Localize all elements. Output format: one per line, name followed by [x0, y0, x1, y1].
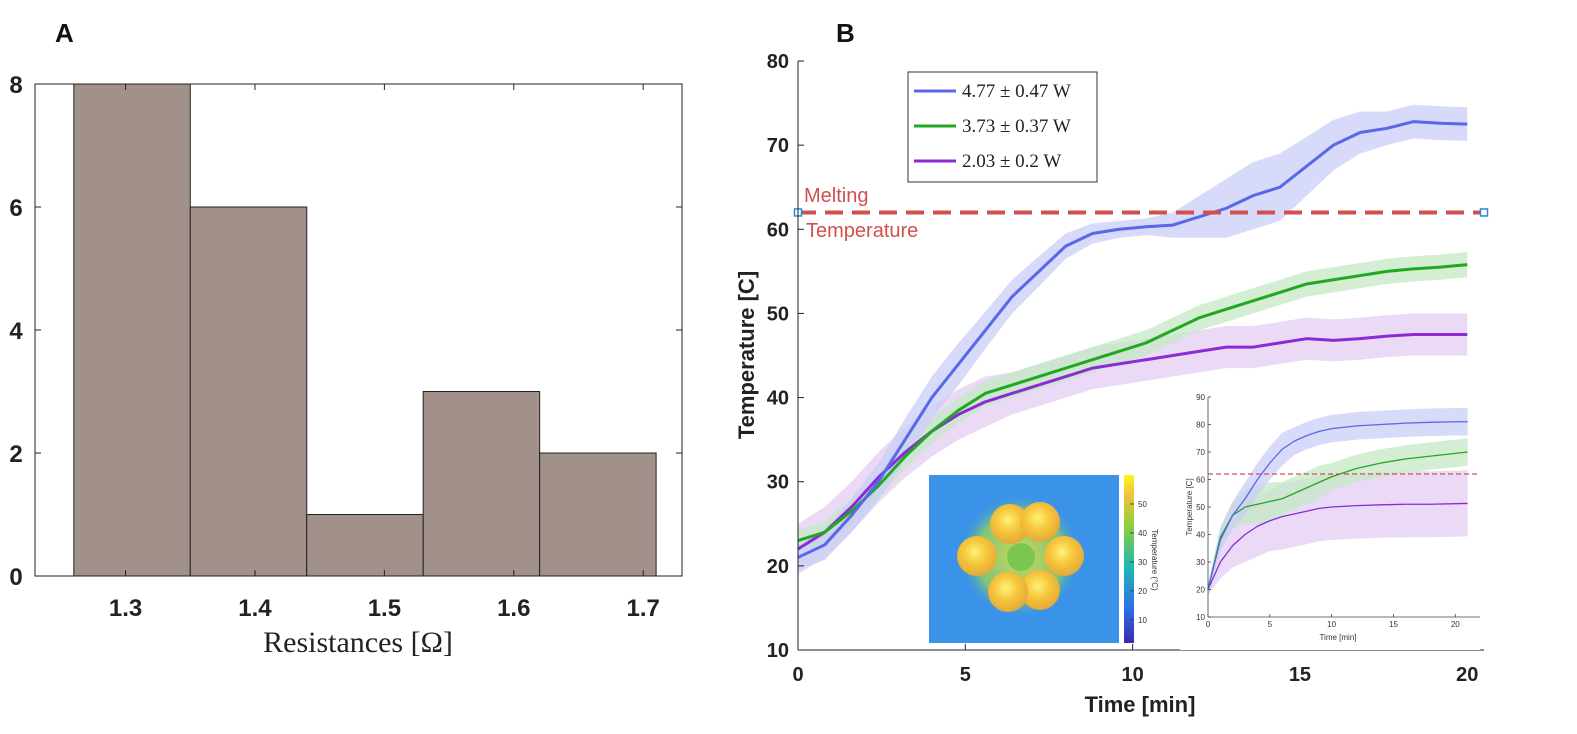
melting-annotation-top: Melting: [804, 185, 868, 207]
panel-a-label: A: [55, 18, 74, 48]
histogram-x-axis-label: Resistances [Ω]: [263, 626, 453, 659]
histogram-x-tick-label: 1.3: [109, 595, 142, 622]
histogram-y-tick-label: 2: [9, 441, 22, 468]
histogram-x-tick-label: 1.5: [368, 595, 401, 622]
inset-y-tick-label: 50: [1196, 503, 1205, 512]
temperature-y-tick-label: 80: [767, 51, 789, 73]
inset-line-s3: [1207, 502, 1468, 590]
temperature-y-tick-label: 10: [767, 640, 789, 662]
inset-x-tick-label: 20: [1451, 620, 1460, 629]
colorbar-tick-label: 50: [1138, 500, 1147, 509]
temperature-line-s3: [797, 332, 1468, 551]
inset-line-s1: [1207, 421, 1468, 590]
thermal-hotspot: [990, 504, 1030, 544]
legend-label-s2: 3.73 ± 0.37 W: [962, 116, 1071, 137]
inset-y-tick-label: 20: [1196, 586, 1205, 595]
temperature-x-axis-label: Time [min]: [1085, 692, 1196, 717]
inset-x-tick-label: 5: [1268, 620, 1273, 629]
colorbar: [1124, 475, 1134, 643]
inset-line-s2: [1207, 451, 1468, 590]
histogram-x-tick-label: 1.7: [626, 595, 659, 622]
colorbar-tick-label: 30: [1138, 558, 1147, 567]
temperature-line-s2: [797, 263, 1468, 543]
thermal-hotspot: [957, 536, 997, 576]
inset-x-tick-label: 10: [1327, 620, 1336, 629]
inset-y-tick-label: 60: [1196, 476, 1205, 485]
histogram-chart: 0 2 4 6 8 1.3 1.4 1.5 1.6 1.7 Resistances [Ω]: [9, 72, 683, 659]
inset-y-tick-label: 80: [1196, 421, 1205, 430]
inset-x-tick-label: 0: [1206, 620, 1211, 629]
histogram-y-tick-label: 0: [9, 564, 22, 591]
histogram-bar: [189, 206, 308, 577]
inset-y-tick-label: 70: [1196, 448, 1205, 457]
temperature-y-tick-label: 20: [767, 556, 789, 578]
colorbar-tick-label: 40: [1138, 529, 1147, 538]
temperature-x-tick-label: 0: [792, 664, 803, 686]
legend-label-s3: 2.03 ± 0.2 W: [962, 151, 1061, 172]
inset-band-s2: [1208, 438, 1468, 595]
histogram-x-tick-label: 1.4: [238, 595, 272, 622]
inset-line-chart: 10 20 30 40 50 60 70 80 90 0 5 10 15 20 Time [min] Te…: [1180, 388, 1480, 650]
melting-annotation-bottom: Temperature: [806, 220, 918, 242]
inset-x-axis-label: Time [min]: [1319, 633, 1356, 642]
temperature-y-tick-label: 30: [767, 472, 789, 494]
inset-y-tick-label: 40: [1196, 531, 1205, 540]
temperature-y-tick-label: 70: [767, 135, 789, 157]
histogram-y-tick-label: 8: [9, 72, 22, 99]
temperature-band-s2: [798, 252, 1468, 551]
histogram-y-tick-label: 4: [9, 318, 23, 345]
histogram-x-tick-label: 1.6: [497, 595, 530, 622]
temperature-y-axis-label: Temperature [C]: [734, 271, 759, 439]
thermal-image-inset: 10 20 30 40 50 Temperature (°C): [929, 475, 1159, 643]
inset-y-tick-label: 90: [1196, 393, 1205, 402]
temperature-x-tick-label: 10: [1122, 664, 1144, 686]
inset-y-axis-label: Temperature [C]: [1185, 478, 1194, 535]
histogram-bar: [539, 452, 657, 577]
histogram-bar: [422, 391, 541, 577]
histogram-bar: [306, 514, 424, 577]
panel-b-label: B: [836, 18, 855, 48]
temperature-y-tick-label: 60: [767, 219, 789, 241]
inset-y-tick-label: 10: [1196, 613, 1205, 622]
inset-y-tick-label: 30: [1196, 558, 1205, 567]
colorbar-tick-label: 10: [1138, 616, 1147, 625]
temperature-line-s1: [797, 120, 1468, 559]
melting-line-handle-right[interactable]: [1479, 208, 1489, 217]
histogram-y-tick-label: 6: [9, 195, 22, 222]
inset-band-s1: [1208, 408, 1468, 595]
colorbar-tick-label: 20: [1138, 587, 1147, 596]
temperature-y-tick-label: 50: [767, 303, 789, 325]
temperature-x-tick-label: 20: [1456, 664, 1478, 686]
temperature-y-tick-label: 40: [767, 388, 789, 410]
legend-label-s1: 4.77 ± 0.47 W: [962, 81, 1071, 102]
inset-x-tick-label: 15: [1389, 620, 1398, 629]
thermal-center: [1007, 543, 1035, 571]
temperature-x-tick-label: 15: [1289, 664, 1311, 686]
temperature-x-tick-label: 5: [960, 664, 971, 686]
thermal-hotspot: [1020, 502, 1060, 542]
thermal-hotspot: [1020, 570, 1060, 610]
thermal-hotspot: [988, 572, 1028, 612]
legend: 4.77 ± 0.47 W 3.73 ± 0.37 W 2.03 ± 0.2 W: [907, 71, 1098, 183]
histogram-bar: [73, 83, 191, 577]
thermal-hotspot: [1044, 536, 1084, 576]
colorbar-label: Temperature (°C): [1150, 529, 1159, 591]
